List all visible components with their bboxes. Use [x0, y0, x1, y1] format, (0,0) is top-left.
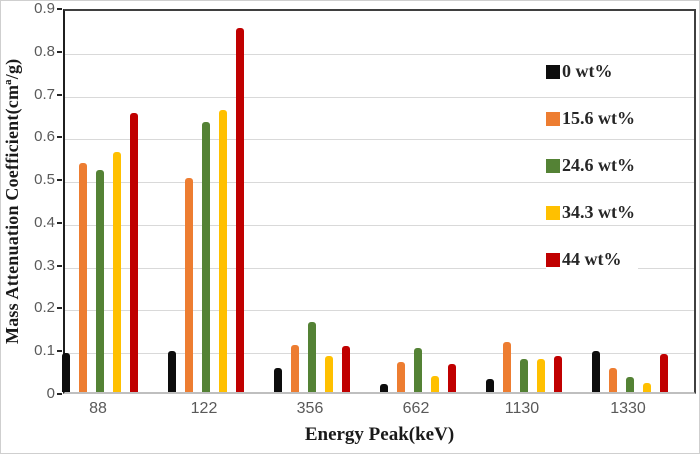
- y-tick-mark: [57, 307, 62, 310]
- bar-0wt-662: [380, 384, 388, 392]
- x-tick-label-122: 122: [190, 400, 218, 417]
- bar-15.6wt-356: [291, 345, 299, 392]
- x-axis-title: Energy Peak(keV): [304, 424, 455, 445]
- y-tick-label-0.8: 0.8: [34, 42, 55, 60]
- gridline-0.1: [65, 353, 694, 354]
- bar-group-1330: [592, 11, 668, 392]
- y-tick-mark: [57, 136, 62, 139]
- legend-swatch-icon: [546, 158, 560, 173]
- y-tick-label-0.4: 0.4: [34, 213, 55, 231]
- gridline-0.6: [65, 139, 694, 140]
- y-tick-mark: [57, 264, 62, 267]
- bar-34.3wt-122: [219, 110, 227, 392]
- bar-group-662: [380, 11, 456, 392]
- bar-44wt-88: [130, 113, 138, 392]
- x-tick-label-356: 356: [296, 400, 324, 417]
- x-tick-label-88: 88: [89, 400, 107, 417]
- bar-15.6wt-122: [185, 178, 193, 392]
- gridline-0.3: [65, 268, 694, 269]
- legend-entry-0wt: 0 wt%: [546, 61, 638, 82]
- bar-24.6wt-122: [202, 122, 210, 392]
- legend-swatch-icon: [546, 64, 560, 79]
- bar-0wt-122: [168, 351, 176, 392]
- y-tick-label-0: 0: [46, 385, 55, 402]
- y-tick-label-0.1: 0.1: [34, 342, 55, 360]
- bar-0wt-356: [274, 368, 282, 392]
- bar-0wt-1330: [592, 351, 600, 392]
- y-tick-label-0.9: 0.9: [34, 0, 55, 17]
- legend-swatch-icon: [546, 252, 560, 267]
- y-tick-label-0.2: 0.2: [34, 299, 55, 317]
- legend-swatch-icon: [546, 205, 560, 220]
- legend-label: 15.6 wt%: [562, 108, 635, 128]
- y-axis-title: Mass Attenuation Coefficient(cmª/g): [2, 58, 22, 344]
- bar-34.3wt-1330: [643, 383, 651, 392]
- legend-entry-44wt: 44 wt%: [546, 249, 638, 270]
- bar-15.6wt-662: [397, 362, 405, 392]
- bar-44wt-1130: [554, 356, 562, 392]
- y-tick-mark: [57, 93, 62, 96]
- y-tick-mark: [57, 350, 62, 353]
- gridline-0.7: [65, 97, 694, 98]
- bar-34.3wt-662: [431, 376, 439, 392]
- legend-label: 34.3 wt%: [562, 202, 635, 222]
- gridline-0.8: [65, 54, 694, 55]
- y-tick-label-0.6: 0.6: [34, 128, 55, 146]
- bar-44wt-662: [448, 364, 456, 392]
- x-tick-label-662: 662: [402, 400, 430, 417]
- gridline-0.2: [65, 310, 694, 311]
- y-tick-label-0.3: 0.3: [34, 256, 55, 274]
- bar-group-88: [62, 11, 138, 392]
- bar-44wt-356: [342, 346, 350, 392]
- bar-24.6wt-1330: [626, 377, 634, 392]
- bar-15.6wt-1130: [503, 342, 511, 392]
- y-tick-label-0.5: 0.5: [34, 171, 55, 189]
- bar-34.3wt-356: [325, 356, 333, 392]
- gridline-0.4: [65, 225, 694, 226]
- legend-label: 0 wt%: [562, 61, 613, 81]
- x-tick-label-1330: 1330: [610, 400, 646, 417]
- legend-swatch-icon: [546, 111, 560, 126]
- bar-15.6wt-88: [79, 163, 87, 392]
- bar-44wt-122: [236, 28, 244, 392]
- y-tick-mark: [57, 179, 62, 182]
- bar-group-122: [168, 11, 244, 392]
- bar-15.6wt-1330: [609, 368, 617, 392]
- y-tick-mark: [57, 393, 62, 395]
- x-tick-label-1130: 1130: [504, 400, 540, 417]
- bar-24.6wt-88: [96, 170, 104, 392]
- legend-entry-34.3wt: 34.3 wt%: [546, 202, 638, 223]
- bar-0wt-1130: [486, 379, 494, 392]
- plot-area: [62, 9, 696, 394]
- bar-44wt-1330: [660, 354, 668, 392]
- legend-label: 24.6 wt%: [562, 155, 635, 175]
- legend-entry-15.6wt: 15.6 wt%: [546, 108, 638, 129]
- y-tick-mark: [57, 8, 62, 10]
- gridline-0.5: [65, 182, 694, 183]
- y-tick-label-0.7: 0.7: [34, 85, 55, 103]
- y-tick-mark: [57, 50, 62, 53]
- bar-group-1130: [486, 11, 562, 392]
- bar-24.6wt-662: [414, 348, 422, 392]
- legend-entry-24.6wt: 24.6 wt%: [546, 155, 638, 176]
- bar-34.3wt-88: [113, 152, 121, 392]
- bar-group-356: [274, 11, 350, 392]
- legend: 0 wt% 15.6 wt% 24.6 wt% 34.3 wt% 44 wt%: [546, 61, 638, 296]
- bar-24.6wt-1130: [520, 359, 528, 392]
- bar-0wt-88: [62, 353, 70, 392]
- bar-24.6wt-356: [308, 322, 316, 392]
- bar-34.3wt-1130: [537, 359, 545, 392]
- y-tick-mark: [57, 221, 62, 224]
- legend-label: 44 wt%: [562, 249, 622, 269]
